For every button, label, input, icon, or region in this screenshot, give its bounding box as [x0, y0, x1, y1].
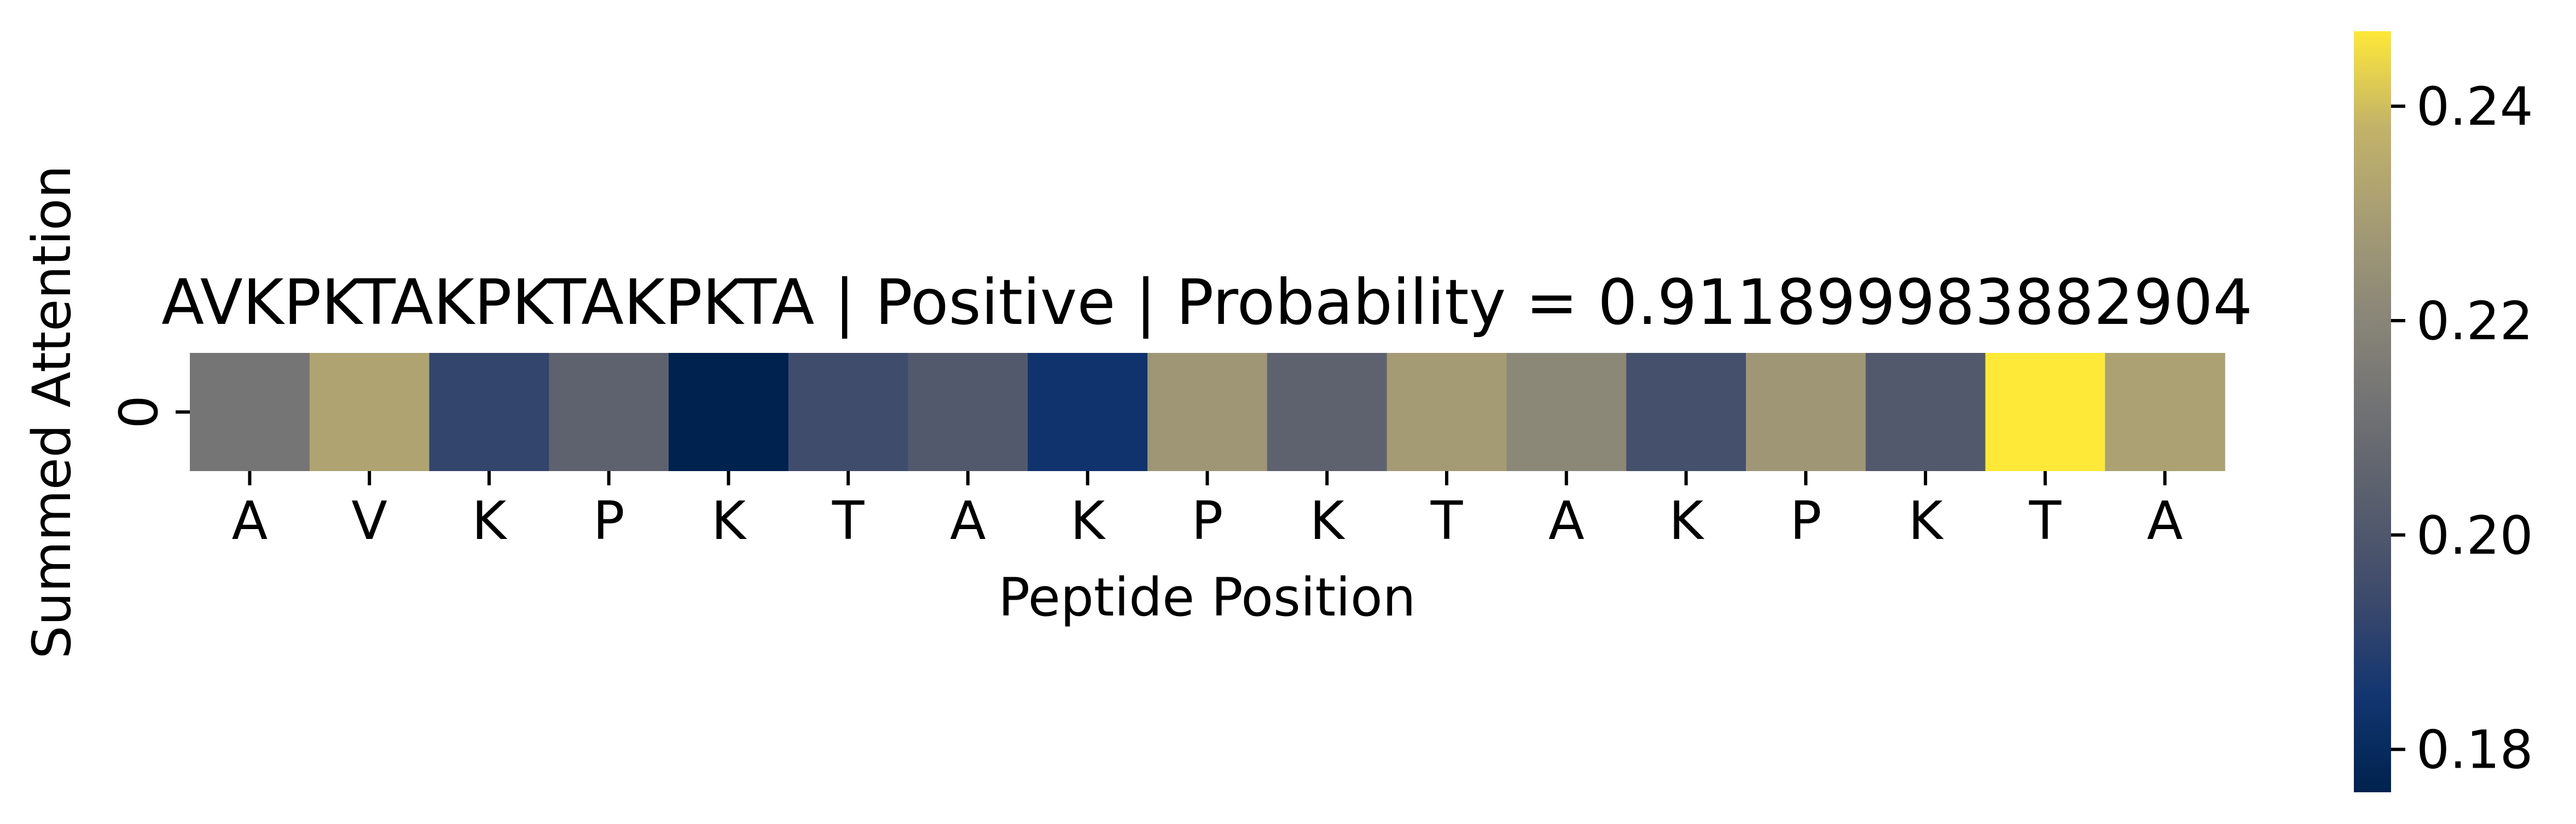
x-axis-label: Peptide Position	[998, 567, 1415, 628]
heatmap-cell	[669, 353, 789, 471]
x-tick-label: K	[711, 490, 747, 552]
x-tick-label: K	[1669, 490, 1704, 552]
x-tick-label: K	[1070, 490, 1106, 552]
x-tick-label: K	[472, 490, 507, 552]
heatmap-cell	[429, 353, 550, 471]
heatmap-cell	[1386, 353, 1507, 471]
x-tick-label: T	[2029, 490, 2062, 552]
colorbar-tick-label: 0.24	[2416, 76, 2533, 137]
heatmap-cell	[1506, 353, 1627, 471]
y-axis-ticks: 0	[108, 395, 190, 429]
y-axis-label: Summed Attention	[21, 165, 83, 659]
y-tick-label: 0	[108, 395, 170, 428]
heatmap-cell	[190, 353, 310, 471]
heatmap-cell	[2105, 353, 2225, 471]
x-tick-label: T	[1430, 490, 1463, 552]
heatmap-cell	[309, 353, 430, 471]
heatmap-cell	[1267, 353, 1388, 471]
x-tick-label: A	[950, 490, 986, 552]
colorbar-tick-label: 0.18	[2416, 719, 2533, 781]
heatmap-cell	[788, 353, 909, 471]
heatmap-cell	[1985, 353, 2106, 471]
x-tick-label: P	[593, 490, 625, 552]
heatmap-cell	[908, 353, 1029, 471]
heatmap-cell	[1745, 353, 1866, 471]
colorbar-tick-label: 0.20	[2416, 505, 2533, 566]
heatmap-cells	[190, 353, 2225, 471]
x-tick-label: T	[832, 490, 865, 552]
colorbar-tick-label: 0.22	[2416, 291, 2533, 352]
x-tick-label: P	[1790, 490, 1821, 552]
x-tick-label: A	[1548, 490, 1585, 552]
heatmap-cell	[1028, 353, 1148, 471]
x-tick-label: K	[1310, 490, 1345, 552]
x-tick-label: K	[1908, 490, 1944, 552]
x-tick-label: A	[2147, 490, 2183, 552]
colorbar-ticks: 0.18 0.20 0.22 0.24	[2391, 76, 2533, 781]
heatmap-cell	[549, 353, 669, 471]
chart-title: AVKPKTAKPKTAKPKTA | Positive | Probabili…	[161, 266, 2253, 339]
x-tick-label: V	[351, 490, 387, 552]
colorbar	[2354, 31, 2391, 792]
heatmap-cell	[1865, 353, 1986, 471]
heatmap-cell	[1147, 353, 1268, 471]
x-tick-label: P	[1192, 490, 1223, 552]
heatmap-cell	[1626, 353, 1747, 471]
x-tick-label: A	[232, 490, 268, 552]
